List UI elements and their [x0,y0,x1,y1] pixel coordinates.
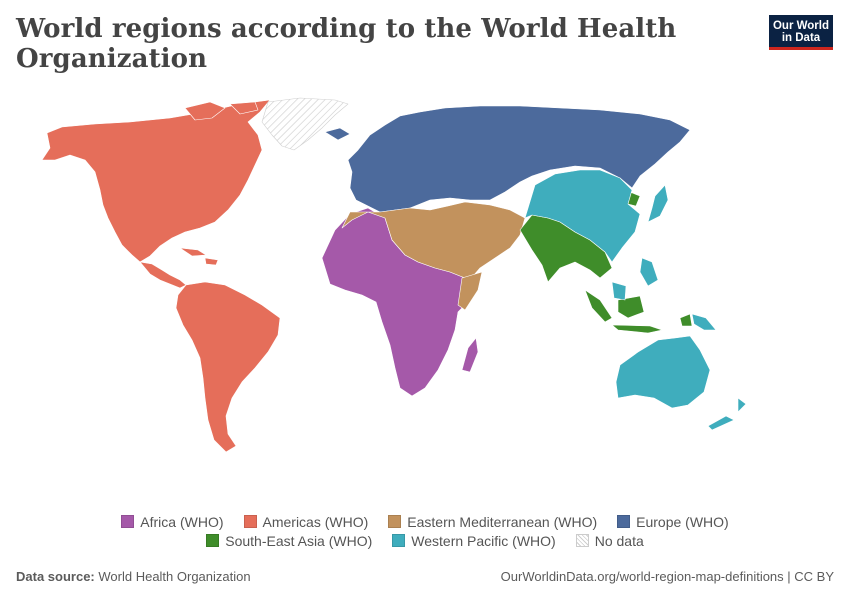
legend-label: South-East Asia (WHO) [225,532,373,549]
legend-swatch [392,534,406,547]
legend-label: Western Pacific (WHO) [411,532,556,549]
map-region-western-pacific-australia[interactable] [615,335,711,409]
logo-line-2: in Data [781,32,821,44]
map-region-no-data[interactable] [261,97,349,151]
map-region-western-pacific-png[interactable] [691,313,717,331]
legend-row-1: Africa (WHO) Americas (WHO) Eastern Medi… [0,512,850,531]
map-region-americas-north[interactable] [41,99,271,263]
owid-logo[interactable]: Our World in Data [769,15,833,50]
map-region-western-pacific-japan[interactable] [647,184,669,223]
map-region-americas-caribbean[interactable] [179,247,219,266]
map-region-americas-central[interactable] [139,261,187,289]
map-region-western-pacific-islands[interactable] [611,257,659,301]
legend-item-western-pacific[interactable]: Western Pacific (WHO) [392,532,556,549]
legend-label: Eastern Mediterranean (WHO) [407,513,598,530]
logo-line-1: Our World [772,20,829,32]
legend-swatch [206,534,220,547]
data-source-prefix: Data source: [16,569,95,584]
map-legend: Africa (WHO) Americas (WHO) Eastern Medi… [0,512,850,550]
map-region-south-east-asia-islands[interactable] [584,289,693,334]
legend-label: No data [594,532,644,549]
legend-item-eastern-mediterranean[interactable]: Eastern Mediterranean (WHO) [388,514,597,530]
legend-label: Americas (WHO) [262,513,369,530]
map-region-eastern-mediterranean[interactable] [341,201,526,293]
legend-swatch [121,515,135,528]
map-region-eastern-mediterranean-horn[interactable] [457,271,483,311]
legend-swatch [617,515,631,528]
legend-item-americas[interactable]: Americas (WHO) [243,513,369,530]
map-region-western-pacific-nz[interactable] [707,397,747,431]
legend-swatch [243,515,257,528]
map-region-europe-iceland[interactable] [324,127,351,141]
legend-swatch [388,515,402,528]
legend-item-no-data[interactable]: No data [575,532,644,549]
source-link[interactable]: OurWorldinData.org/world-region-map-defi… [500,569,834,584]
legend-row-2: South-East Asia (WHO) Western Pacific (W… [0,531,850,550]
legend-item-south-east-asia[interactable]: South-East Asia (WHO) [206,533,372,549]
legend-label: Africa (WHO) [140,513,224,530]
data-source: Data source: World Health Organization [16,569,251,584]
legend-item-europe[interactable]: Europe (WHO) [617,514,729,530]
map-region-western-pacific[interactable] [524,169,641,263]
data-source-name: World Health Organization [98,569,251,584]
map-region-africa-madagascar[interactable] [461,337,479,373]
legend-swatch-hatched [575,534,589,547]
legend-item-africa[interactable]: Africa (WHO) [121,513,224,530]
legend-label: Europe (WHO) [636,513,729,530]
page-title: World regions according to the World Hea… [16,14,677,74]
map-region-americas-south[interactable] [175,281,281,453]
map-region-americas-arctic[interactable] [184,101,259,121]
world-map [41,97,747,453]
